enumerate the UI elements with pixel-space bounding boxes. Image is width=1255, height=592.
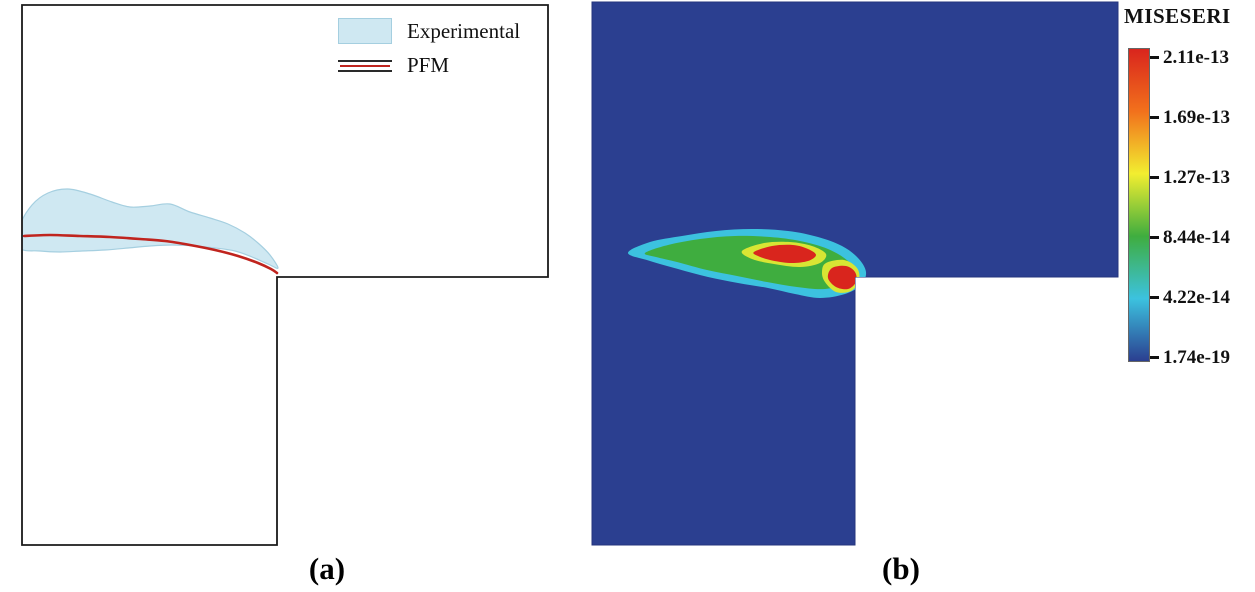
colorbar-tick: 2.11e-13 (1150, 46, 1229, 68)
tick-mark (1150, 355, 1159, 359)
panel-b-contour-layer (628, 229, 867, 298)
tick-mark (1150, 235, 1159, 239)
contour-level-4 (753, 244, 816, 264)
experimental-crack-region (22, 188, 279, 269)
panel-b-label: (b) (882, 551, 920, 586)
panel-a-legend: Experimental PFM (338, 18, 520, 76)
colorbar-tick-list: 2.11e-13 1.69e-13 1.27e-13 8.44e-14 4.22e-14… (1150, 48, 1255, 368)
panel-a-crack-layer (22, 188, 279, 275)
pfm-label: PFM (407, 53, 450, 77)
tick-label: 1.69e-13 (1163, 106, 1231, 128)
contour-level-4b (827, 265, 857, 290)
colorbar-title: MISESERI (1124, 4, 1231, 28)
tick-label: 1.27e-13 (1163, 166, 1231, 188)
tick-mark (1150, 115, 1159, 119)
tick-label: 8.44e-14 (1163, 226, 1231, 248)
tick-label: 1.74e-19 (1163, 346, 1231, 368)
colorbar-tick: 1.27e-13 (1150, 166, 1230, 188)
colorbar-tick: 1.74e-19 (1150, 346, 1230, 368)
legend-item-pfm: PFM (338, 55, 520, 76)
experimental-area-swatch (338, 18, 392, 44)
tick-mark (1150, 175, 1159, 179)
colorbar-tick: 4.22e-14 (1150, 286, 1230, 308)
pfm-crack-path (22, 233, 279, 275)
panel-a-specimen-outline (21, 4, 549, 546)
colorbar-gradient (1128, 48, 1150, 362)
experimental-label: Experimental (407, 18, 521, 43)
panel-a-specimen-fill (22, 5, 548, 545)
tick-label: 2.11e-13 (1163, 46, 1229, 68)
tick-mark (1150, 295, 1159, 299)
colorbar-tick: 8.44e-14 (1150, 226, 1230, 248)
tick-label: 4.22e-14 (1163, 286, 1231, 308)
panel-a-label: (a) (308, 551, 346, 586)
colorbar-tick: 1.69e-13 (1150, 106, 1230, 128)
legend-item-experimental: Experimental (338, 18, 520, 44)
tick-mark (1150, 55, 1159, 59)
pfm-line-swatch (338, 59, 392, 72)
